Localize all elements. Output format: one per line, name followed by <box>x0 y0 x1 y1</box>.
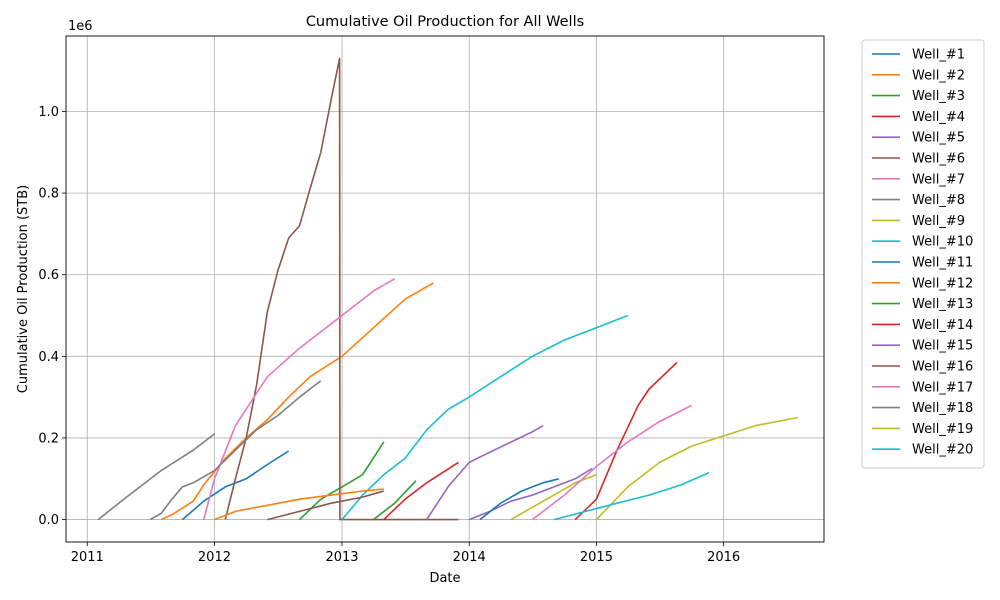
legend-entry-well-19: Well_#19 <box>872 422 973 437</box>
legend-label: Well_#2 <box>912 68 965 83</box>
legend-label: Well_#3 <box>912 89 965 104</box>
series-line-well-3 <box>298 441 385 521</box>
legend-label: Well_#8 <box>912 193 965 208</box>
series-line-well-13 <box>372 480 417 521</box>
legend-entry-well-6: Well_#6 <box>872 152 965 167</box>
series-line-well-7 <box>202 278 395 520</box>
legend-entry-well-17: Well_#17 <box>872 380 973 395</box>
legend-label: Well_#15 <box>912 339 973 354</box>
series-line-well-1 <box>181 450 290 521</box>
x-tick-label: 2011 <box>71 550 104 565</box>
legend-label: Well_#12 <box>912 276 973 291</box>
legend-entry-well-8: Well_#8 <box>872 193 965 208</box>
legend-entry-well-18: Well_#18 <box>872 401 973 416</box>
x-tick-label: 2012 <box>198 550 231 565</box>
legend-label: Well_#17 <box>912 380 973 395</box>
series-line-well-20 <box>553 471 710 521</box>
legend-label: Well_#11 <box>912 256 973 271</box>
series-line-well-18 <box>97 433 215 521</box>
legend-label: Well_#18 <box>912 401 973 416</box>
plot-series <box>97 57 799 521</box>
y-axis-ticks: 0.0 0.2 0.4 0.6 0.8 1.0 <box>38 105 66 528</box>
series-line-well-19 <box>595 416 799 521</box>
series-line-well-15 <box>426 425 544 521</box>
series-line-well-8 <box>149 380 322 521</box>
y-tick-label: 0.8 <box>38 187 59 202</box>
legend-entry-well-3: Well_#3 <box>872 89 965 104</box>
legend-label: Well_#1 <box>912 48 965 63</box>
series-line-well-4 <box>574 361 678 521</box>
legend-label: Well_#5 <box>912 131 965 146</box>
legend-label: Well_#14 <box>912 318 973 333</box>
series-line-well-16 <box>267 490 385 521</box>
plot-frame <box>65 35 825 543</box>
x-axis-title: Date <box>429 571 460 586</box>
legend-entry-well-12: Well_#12 <box>872 276 973 291</box>
y-tick-label: 0.2 <box>38 431 59 446</box>
y-tick-label: 0.0 <box>38 513 59 528</box>
legend-entry-well-5: Well_#5 <box>872 131 965 146</box>
legend-entry-well-14: Well_#14 <box>872 318 973 333</box>
legend-entry-well-20: Well_#20 <box>872 443 973 458</box>
series-line-well-14 <box>383 461 459 521</box>
legend-label: Well_#13 <box>912 297 973 312</box>
legend-entry-well-2: Well_#2 <box>872 68 965 83</box>
legend-label: Well_#20 <box>912 443 973 458</box>
legend-label: Well_#10 <box>912 235 973 250</box>
grid-lines <box>66 36 824 542</box>
series-line-well-6 <box>224 57 459 521</box>
legend-entry-well-13: Well_#13 <box>872 297 973 312</box>
legend-frame <box>861 39 985 469</box>
series-line-well-11 <box>479 478 559 521</box>
y-axis-title: Cumulative Oil Production (STB) <box>16 185 31 393</box>
x-tick-label: 2014 <box>453 550 486 565</box>
legend-label: Well_#19 <box>912 422 973 437</box>
series-line-well-10 <box>341 314 629 521</box>
legend-label: Well_#7 <box>912 172 965 187</box>
legend-entry-well-15: Well_#15 <box>872 339 973 354</box>
x-tick-label: 2016 <box>707 550 740 565</box>
legend-label: Well_#4 <box>912 110 965 125</box>
legend-entry-well-9: Well_#9 <box>872 214 965 229</box>
chart-title: Cumulative Oil Production for All Wells <box>306 14 584 30</box>
legend-entry-well-1: Well_#1 <box>872 48 965 63</box>
y-offset-label: 1e6 <box>68 19 93 34</box>
y-tick-label: 0.6 <box>38 268 59 283</box>
legend-entry-well-11: Well_#11 <box>872 256 973 271</box>
legend-entry-well-4: Well_#4 <box>872 110 965 125</box>
legend-entry-well-16: Well_#16 <box>872 360 973 375</box>
legend: Well_#1 Well_#2 Well_#3 Well_#4 Well_#5 Well_… <box>861 39 985 469</box>
legend-label: Well_#6 <box>912 152 965 167</box>
x-tick-label: 2015 <box>580 550 613 565</box>
series-line-well-17 <box>531 404 692 521</box>
x-tick-label: 2013 <box>325 550 358 565</box>
legend-entry-well-10: Well_#10 <box>872 235 973 250</box>
y-tick-label: 1.0 <box>38 105 59 120</box>
series-line-well-12 <box>214 488 384 521</box>
y-tick-label: 0.4 <box>38 350 59 365</box>
legend-label: Well_#9 <box>912 214 965 229</box>
legend-entry-well-7: Well_#7 <box>872 172 965 187</box>
x-axis-ticks: 2011 2012 2013 2014 2015 2016 <box>71 542 740 565</box>
legend-label: Well_#16 <box>912 360 973 375</box>
